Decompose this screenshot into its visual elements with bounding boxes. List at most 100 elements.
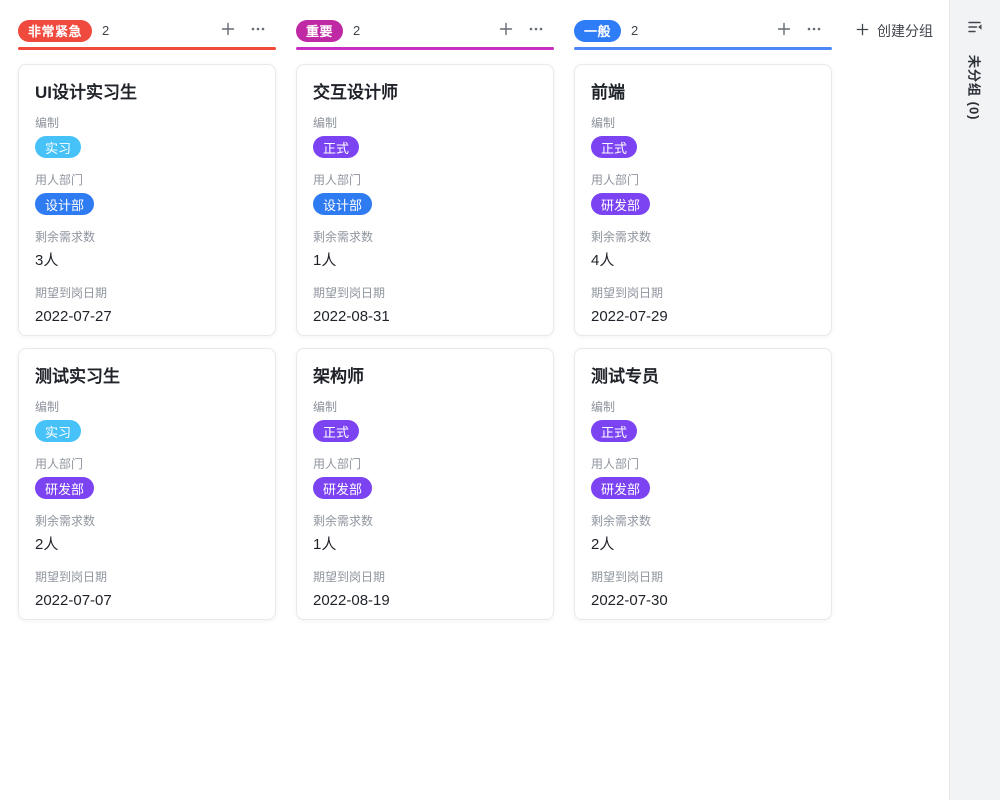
field-label: 用人部门 [591,457,640,471]
option-tag: 正式 [591,136,638,158]
add-card-button[interactable] [218,19,238,42]
kanban-group: 重要 2 交互设计师 编制 正式 用人部门 设计部 [296,14,554,620]
add-card-button[interactable] [496,19,516,42]
card-field: 剩余需求数 2人 [591,513,815,555]
field-value: 2022-07-30 [591,592,668,609]
option-tag: 研发部 [35,477,95,499]
group-color-line [296,47,554,50]
collapse-panel-icon [966,21,984,39]
kanban-group: 一般 2 前端 编制 正式 用人部门 研发部 剩 [574,14,832,620]
card-field: 编制 实习 [35,399,259,442]
group-card-count: 2 [353,23,361,38]
card-field: 编制 正式 [313,115,537,158]
card-field: 编制 正式 [591,399,815,442]
group-cards-list: 交互设计师 编制 正式 用人部门 设计部 剩余需求数 1人 期望到岗日期 202… [296,64,554,620]
group-header: 一般 2 [574,14,832,47]
kanban-group: 非常紧急 2 UI设计实习生 编制 实习 用人部门 设计部 [18,14,276,620]
field-label: 剩余需求数 [591,514,652,528]
group-color-line [574,47,832,50]
field-label: 用人部门 [35,173,84,187]
card-field: 用人部门 设计部 [313,172,537,215]
plus-icon [498,21,514,40]
group-name-badge[interactable]: 一般 [574,19,622,42]
card-title: UI设计实习生 [35,83,137,102]
option-tag: 实习 [35,136,82,158]
field-value: 2022-08-19 [313,592,390,609]
ellipsis-icon [250,21,266,40]
card-field: 剩余需求数 1人 [313,229,537,271]
card-field: 剩余需求数 2人 [35,513,259,555]
group-more-button[interactable] [248,19,268,42]
field-label: 剩余需求数 [591,230,652,244]
group-name-badge[interactable]: 重要 [296,19,344,42]
record-card[interactable]: 架构师 编制 正式 用人部门 研发部 剩余需求数 1人 期望到岗日期 2022-… [296,348,554,620]
card-field: 用人部门 研发部 [591,172,815,215]
create-group-button[interactable]: 创建分组 [853,19,935,43]
record-card[interactable]: 交互设计师 编制 正式 用人部门 设计部 剩余需求数 1人 期望到岗日期 202… [296,64,554,336]
group-card-count: 2 [631,23,639,38]
option-tag: 研发部 [591,193,651,215]
group-name-badge[interactable]: 非常紧急 [18,19,93,42]
card-field: 用人部门 研发部 [313,456,537,499]
field-label: 用人部门 [591,173,640,187]
option-tag: 正式 [591,420,638,442]
field-label: 期望到岗日期 [591,570,664,584]
card-field: 期望到岗日期 2022-07-29 [591,285,815,327]
collapse-panel-button[interactable] [962,14,988,43]
card-title: 架构师 [313,367,364,386]
field-value: 2022-07-29 [591,308,668,325]
field-label: 期望到岗日期 [35,286,108,300]
group-header: 非常紧急 2 [18,14,276,47]
field-value: 2人 [591,536,615,553]
group-color-line [18,47,276,50]
field-value: 2022-07-27 [35,308,112,325]
card-field: 期望到岗日期 2022-08-19 [313,569,537,611]
card-field: 编制 正式 [313,399,537,442]
field-label: 期望到岗日期 [591,286,664,300]
option-tag: 正式 [313,136,360,158]
card-field: 用人部门 设计部 [35,172,259,215]
card-field: 编制 实习 [35,115,259,158]
field-label: 编制 [591,400,616,414]
field-label: 编制 [35,400,60,414]
field-label: 用人部门 [313,173,362,187]
field-label: 编制 [313,116,338,130]
card-field: 剩余需求数 1人 [313,513,537,555]
field-label: 编制 [313,400,338,414]
card-field: 期望到岗日期 2022-07-27 [35,285,259,327]
card-field: 用人部门 研发部 [591,456,815,499]
record-card[interactable]: UI设计实习生 编制 实习 用人部门 设计部 剩余需求数 3人 期望到岗日期 2… [18,64,276,336]
record-card[interactable]: 前端 编制 正式 用人部门 研发部 剩余需求数 4人 期望到岗日期 2022-0… [574,64,832,336]
group-more-button[interactable] [804,19,824,42]
option-tag: 设计部 [313,193,373,215]
card-field: 期望到岗日期 2022-08-31 [313,285,537,327]
card-field: 期望到岗日期 2022-07-07 [35,569,259,611]
kanban-board: 非常紧急 2 UI设计实习生 编制 实习 用人部门 设计部 [18,14,832,620]
option-tag: 研发部 [313,477,373,499]
record-card[interactable]: 测试专员 编制 正式 用人部门 研发部 剩余需求数 2人 期望到岗日期 2022… [574,348,832,620]
card-title: 前端 [591,83,625,102]
field-value: 1人 [313,252,337,269]
card-field: 剩余需求数 3人 [35,229,259,271]
option-tag: 正式 [313,420,360,442]
field-label: 用人部门 [313,457,362,471]
ellipsis-icon [806,21,822,40]
field-value: 2022-07-07 [35,592,112,609]
field-label: 剩余需求数 [35,514,96,528]
group-cards-list: 前端 编制 正式 用人部门 研发部 剩余需求数 4人 期望到岗日期 2022-0… [574,64,832,620]
group-more-button[interactable] [526,19,546,42]
field-label: 剩余需求数 [313,230,374,244]
record-card[interactable]: 测试实习生 编制 实习 用人部门 研发部 剩余需求数 2人 期望到岗日期 202… [18,348,276,620]
ellipsis-icon [528,21,544,40]
field-value: 2022-08-31 [313,308,390,325]
collapsed-group-label[interactable]: 未分组 (0) [966,55,982,121]
add-card-button[interactable] [774,19,794,42]
field-label: 剩余需求数 [313,514,374,528]
field-label: 用人部门 [35,457,84,471]
card-title: 测试专员 [591,367,659,386]
group-header: 重要 2 [296,14,554,47]
field-label: 期望到岗日期 [313,570,386,584]
plus-icon [776,21,792,40]
option-tag: 设计部 [35,193,95,215]
